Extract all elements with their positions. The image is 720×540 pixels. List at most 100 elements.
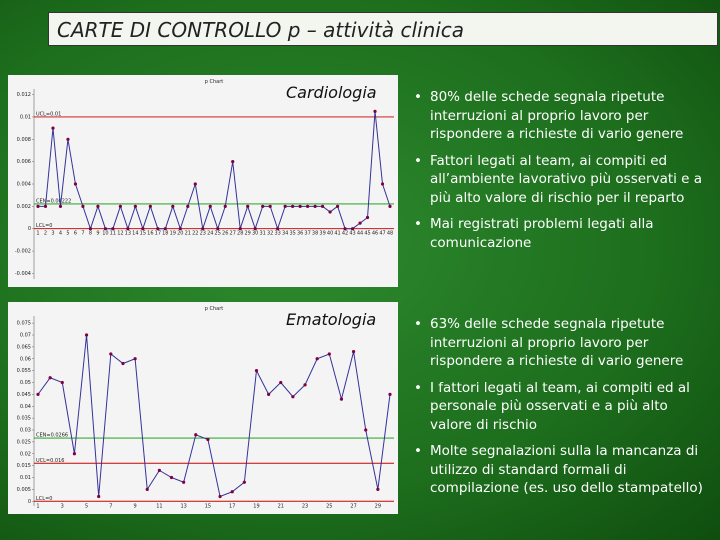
- x-tick-label: 34: [282, 231, 288, 237]
- data-point: [327, 352, 331, 356]
- control-limit-label: UCL=0.01: [36, 111, 61, 117]
- data-point: [133, 204, 137, 208]
- data-point: [51, 126, 55, 130]
- y-tick-label: 0.055: [17, 368, 31, 374]
- y-tick-label: 0.045: [17, 392, 31, 398]
- x-tick-label: 1: [36, 503, 39, 509]
- x-tick-label: 28: [237, 231, 243, 237]
- x-tick-label: 15: [205, 503, 211, 509]
- data-point: [358, 221, 362, 225]
- x-tick-label: 22: [192, 231, 198, 237]
- data-point: [291, 204, 295, 208]
- data-point: [365, 215, 370, 220]
- data-point: [103, 227, 108, 231]
- data-point: [253, 227, 257, 231]
- data-point: [254, 369, 259, 373]
- y-tick-label: 0.025: [17, 439, 31, 445]
- data-point: [36, 392, 40, 396]
- slide-title: CARTE DI CONTROLLO p – attività clinica: [48, 12, 718, 46]
- bullet: 63% delle schede segnala ripetute interr…: [412, 315, 712, 371]
- data-point: [267, 392, 271, 396]
- x-tick-label: 42: [342, 231, 348, 237]
- data-point: [313, 204, 317, 208]
- data-point: [306, 204, 310, 208]
- bullet-list: 63% delle schede segnala ripetute interr…: [412, 315, 712, 506]
- data-point: [201, 227, 205, 231]
- data-point: [84, 333, 89, 337]
- x-tick-label: 40: [327, 231, 333, 237]
- data-point: [88, 227, 93, 231]
- y-tick-label: 0.03: [20, 428, 31, 434]
- x-tick-label: 27: [350, 503, 356, 509]
- control-limit-label: CEN=0.00222: [36, 198, 71, 204]
- data-point: [178, 227, 182, 231]
- bullet: Mai registrati problemi legati alla comu…: [412, 215, 712, 252]
- data-point: [268, 204, 272, 208]
- y-tick-label: 0.075: [17, 321, 31, 327]
- x-tick-label: 47: [379, 231, 385, 237]
- x-tick-label: 27: [230, 231, 236, 237]
- data-point: [169, 475, 174, 480]
- data-point: [186, 204, 190, 208]
- data-point: [364, 428, 368, 432]
- data-point: [171, 204, 175, 208]
- x-tick-label: 45: [364, 231, 370, 237]
- data-point: [81, 204, 85, 208]
- data-point: [36, 204, 40, 208]
- data-point: [58, 204, 63, 208]
- bullet: I fattori legati al team, ai compiti ed …: [412, 379, 712, 435]
- data-point: [339, 397, 344, 401]
- x-tick-label: 1: [36, 231, 39, 237]
- series-line: [38, 111, 391, 231]
- data-point: [320, 204, 325, 208]
- x-tick-label: 8: [89, 231, 92, 237]
- chart: p Chart 0.012 0.01 0.008 0.006 0.004 0.002 0 -0.…: [8, 75, 398, 287]
- section-name: Ematologia: [286, 310, 377, 329]
- data-point: [121, 361, 125, 366]
- data-point: [148, 204, 152, 208]
- x-tick-label: 12: [117, 231, 123, 237]
- data-point: [279, 380, 283, 385]
- y-tick-label: 0.01: [20, 114, 31, 120]
- x-tick-label: 11: [110, 231, 116, 237]
- data-point: [218, 494, 222, 499]
- y-tick-label: 0.006: [17, 159, 31, 165]
- data-point: [230, 490, 234, 494]
- data-point: [223, 204, 227, 208]
- data-point: [193, 182, 197, 186]
- data-point: [328, 210, 332, 214]
- x-tick-label: 30: [252, 231, 258, 237]
- data-point: [231, 160, 235, 164]
- x-tick-label: 11: [156, 503, 162, 509]
- data-point: [141, 227, 145, 231]
- x-tick-label: 6: [74, 231, 77, 237]
- data-point: [373, 109, 377, 113]
- data-point: [156, 227, 160, 231]
- x-tick-label: 17: [155, 231, 161, 237]
- data-point: [388, 392, 392, 396]
- data-point: [216, 227, 220, 231]
- x-tick-label: 32: [267, 231, 273, 237]
- y-tick-label: 0.04: [20, 404, 31, 410]
- y-tick-label: 0: [28, 499, 31, 505]
- x-tick-label: 35: [289, 231, 295, 237]
- control-limit-label: LCL=0: [36, 496, 52, 502]
- data-point: [238, 227, 242, 231]
- data-point: [97, 494, 101, 499]
- y-tick-label: 0.07: [20, 333, 31, 339]
- y-tick-label: 0.012: [17, 92, 31, 98]
- x-tick-label: 18: [162, 231, 168, 237]
- y-tick-label: 0.02: [20, 451, 31, 457]
- data-point: [208, 204, 212, 208]
- data-point: [351, 350, 356, 354]
- x-tick-label: 15: [140, 231, 146, 237]
- x-tick-label: 29: [245, 231, 251, 237]
- data-point: [163, 227, 167, 231]
- y-tick-label: 0.06: [20, 356, 31, 362]
- x-tick-label: 13: [180, 503, 186, 509]
- x-tick-label: 37: [304, 231, 310, 237]
- y-tick-label: -0.004: [15, 271, 31, 277]
- x-tick-label: 9: [134, 503, 137, 509]
- data-point: [145, 487, 149, 491]
- x-tick-label: 48: [387, 231, 393, 237]
